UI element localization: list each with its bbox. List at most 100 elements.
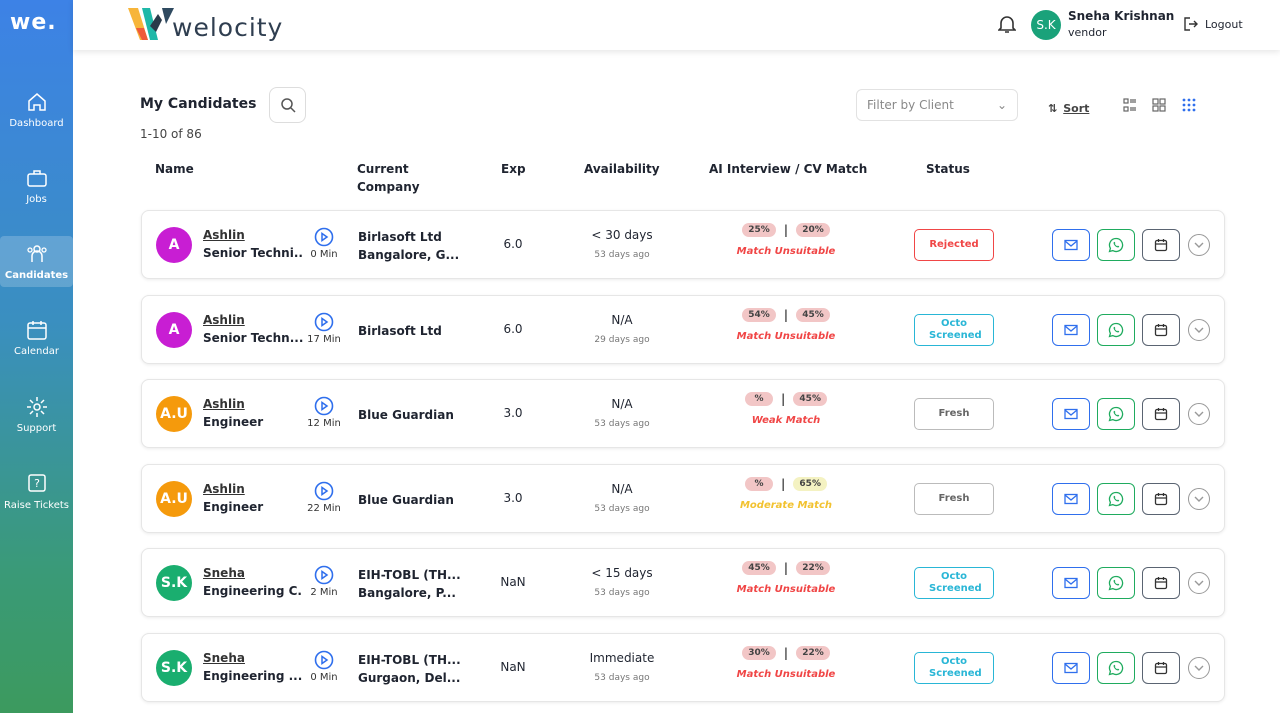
whatsapp-icon (1108, 322, 1124, 337)
play-interview-icon[interactable] (314, 481, 334, 501)
updated-ago: 53 days ago (594, 672, 650, 683)
candidate-name-link[interactable]: Sneha (203, 566, 245, 580)
divider: | (783, 645, 789, 660)
help-ticket-icon: ? (27, 474, 46, 492)
whatsapp-button[interactable] (1097, 567, 1135, 599)
logout-button[interactable]: Logout (1183, 16, 1243, 32)
expand-row-button[interactable] (1188, 234, 1210, 256)
candidate-row[interactable]: A Ashlin Senior Techn... 17 Min Birlasof… (141, 294, 1225, 364)
email-button[interactable] (1052, 398, 1090, 430)
schedule-button[interactable] (1142, 651, 1180, 684)
match-label: Match Unsuitable (736, 330, 836, 342)
status-badge[interactable]: Octo Screened (914, 313, 994, 346)
schedule-button[interactable] (1142, 567, 1180, 599)
brand-logo: we. (10, 10, 57, 35)
candidate-name-link[interactable]: Ashlin (203, 481, 245, 496)
email-button[interactable] (1052, 313, 1090, 346)
sidebar-item-raise-tickets[interactable]: ? Raise Tickets (0, 466, 73, 517)
experience: NaN (500, 659, 526, 674)
status-badge[interactable]: Octo Screened (914, 651, 994, 684)
whatsapp-button[interactable] (1097, 482, 1135, 515)
expand-row-button[interactable] (1188, 487, 1210, 510)
expand-row-button[interactable] (1188, 318, 1210, 341)
whatsapp-button[interactable] (1097, 651, 1135, 684)
interview-duration: 12 Min (307, 418, 341, 429)
divider: | (783, 307, 789, 322)
status-badge[interactable]: Rejected (914, 229, 994, 261)
status-label: Octo Screened (929, 571, 982, 594)
status-label: Octo Screened (929, 317, 982, 341)
status-badge[interactable]: Octo Screened (914, 567, 994, 599)
candidate-row[interactable]: A Ashlin Senior Techni... 0 Min Birlasof… (141, 210, 1225, 279)
notification-bell-icon[interactable] (998, 14, 1016, 34)
candidate-row[interactable]: A.U Ashlin Engineer 22 Min Blue Guardian… (141, 463, 1225, 533)
whatsapp-button[interactable] (1097, 229, 1135, 261)
mail-icon (1064, 324, 1078, 335)
schedule-button[interactable] (1142, 229, 1180, 261)
updated-ago: 29 days ago (594, 334, 650, 345)
whatsapp-button[interactable] (1097, 313, 1135, 346)
whatsapp-button[interactable] (1097, 398, 1135, 430)
sidebar-item-calendar[interactable]: Calendar (0, 312, 73, 363)
compact-grid-view-icon[interactable] (1182, 98, 1196, 112)
availability: N/A (611, 312, 633, 327)
search-button[interactable] (269, 87, 306, 123)
sort-button[interactable]: ⇅ Sort (1048, 102, 1089, 115)
expand-row-button[interactable] (1188, 656, 1210, 679)
cv-match-score: 45% (796, 307, 830, 322)
chevron-down-icon (1194, 327, 1204, 333)
calendar-icon (1154, 661, 1168, 674)
cv-match-score: 22% (796, 645, 830, 660)
company-name: Birlasoft Ltd (358, 323, 442, 338)
play-interview-icon[interactable] (314, 312, 334, 332)
experience: 6.0 (503, 237, 523, 251)
filter-by-client-select[interactable]: Filter by Client ⌄ (856, 89, 1018, 121)
column-header-status: Status (926, 162, 970, 176)
schedule-button[interactable] (1142, 313, 1180, 346)
expand-row-button[interactable] (1188, 403, 1210, 425)
email-button[interactable] (1052, 229, 1090, 261)
welocity-logo[interactable]: welocity (128, 6, 283, 42)
sidebar: we. Dashboard Jobs Candidates Calendar S… (0, 0, 73, 713)
candidate-row[interactable]: S.K Sneha Engineering C... 2 Min EIH-TOB… (141, 548, 1225, 617)
candidate-name-link[interactable]: Sneha (203, 650, 245, 665)
sidebar-item-support[interactable]: Support (0, 389, 73, 440)
availability: < 30 days (591, 228, 653, 242)
play-interview-icon[interactable] (314, 565, 334, 585)
sidebar-item-candidates[interactable]: Candidates (0, 236, 73, 287)
status-label: Fresh (938, 492, 970, 504)
play-interview-icon[interactable] (314, 227, 334, 247)
interview-duration: 0 Min (310, 671, 338, 683)
whatsapp-icon (1108, 575, 1124, 591)
candidate-name-link[interactable]: Ashlin (203, 228, 245, 242)
match-label: Moderate Match (739, 499, 832, 511)
expand-row-button[interactable] (1188, 572, 1210, 594)
play-interview-icon[interactable] (314, 650, 334, 670)
sidebar-item-label: Candidates (4, 270, 69, 281)
grid-view-icon[interactable] (1152, 98, 1166, 112)
list-view-icon[interactable] (1123, 98, 1137, 112)
candidate-name-link[interactable]: Ashlin (203, 397, 245, 411)
sidebar-item-dashboard[interactable]: Dashboard (0, 84, 73, 135)
status-badge[interactable]: Fresh (914, 398, 994, 430)
user-avatar[interactable]: S.K (1031, 10, 1061, 40)
schedule-button[interactable] (1142, 482, 1180, 515)
candidate-avatar: A (156, 311, 192, 348)
candidate-row[interactable]: S.K Sneha Engineering ... 0 Min EIH-TOBL… (141, 632, 1225, 702)
company-location: Gurgaon, Del... (358, 670, 461, 685)
schedule-button[interactable] (1142, 398, 1180, 430)
updated-ago: 53 days ago (594, 250, 650, 260)
chevron-down-icon (1194, 411, 1204, 417)
candidate-row[interactable]: A.U Ashlin Engineer 12 Min Blue Guardian… (141, 379, 1225, 448)
whatsapp-icon (1108, 660, 1124, 675)
email-button[interactable] (1052, 651, 1090, 684)
email-button[interactable] (1052, 482, 1090, 515)
candidate-name-link[interactable]: Ashlin (203, 312, 245, 327)
sidebar-item-jobs[interactable]: Jobs (0, 160, 73, 211)
email-button[interactable] (1052, 567, 1090, 599)
play-interview-icon[interactable] (314, 396, 334, 416)
svg-text:?: ? (34, 477, 40, 490)
status-label: Octo Screened (929, 655, 982, 679)
divider: | (781, 476, 786, 491)
status-badge[interactable]: Fresh (914, 482, 994, 515)
